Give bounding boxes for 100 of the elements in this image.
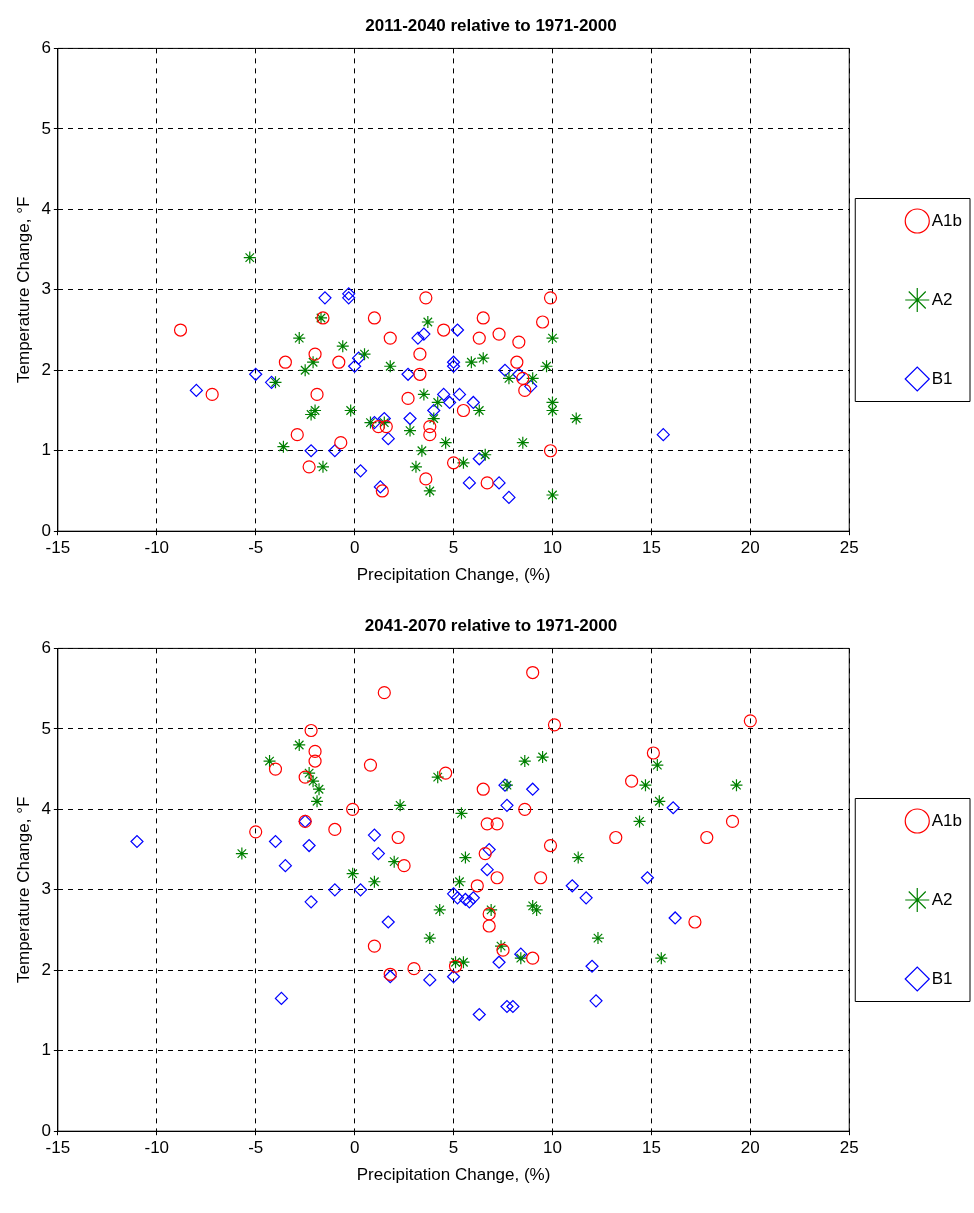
- point: [312, 782, 326, 796]
- point: [472, 1007, 486, 1022]
- point: [431, 395, 445, 410]
- point: [437, 387, 451, 402]
- point: [569, 411, 583, 426]
- point: [476, 351, 490, 365]
- point: [609, 830, 623, 845]
- point: [452, 387, 467, 402]
- point: [502, 371, 516, 385]
- x-tick-label: 5: [448, 1138, 459, 1158]
- x-tick-label: 10: [543, 538, 562, 558]
- point: [304, 444, 318, 458]
- point: [383, 331, 397, 345]
- point: [496, 943, 510, 957]
- point: [518, 802, 532, 816]
- point: [516, 371, 530, 385]
- point: [456, 403, 471, 418]
- point: [478, 448, 492, 462]
- point: [413, 367, 427, 381]
- point: [401, 367, 415, 381]
- point: [411, 331, 425, 345]
- point: [423, 484, 437, 498]
- point: [743, 714, 757, 728]
- y-axis-title: Temperature Change, °F: [13, 196, 33, 383]
- point: [367, 875, 382, 889]
- point: [446, 887, 461, 901]
- point: [480, 817, 494, 831]
- point: [249, 367, 263, 381]
- point: [407, 962, 421, 976]
- point: [585, 959, 599, 973]
- x-tick-label: 10: [543, 1138, 562, 1158]
- point: [367, 311, 382, 325]
- point: [476, 782, 490, 796]
- point: [310, 794, 324, 808]
- point: [492, 955, 506, 969]
- point: [534, 871, 548, 885]
- point: [357, 347, 372, 361]
- point: [308, 403, 322, 418]
- point: [353, 883, 368, 897]
- point: [439, 436, 453, 450]
- x-tick-label: 25: [839, 538, 859, 558]
- point: [276, 440, 290, 454]
- point: [516, 436, 530, 450]
- point: [302, 460, 316, 474]
- y-tick-label: 5: [41, 118, 51, 138]
- point: [500, 999, 514, 1014]
- x-tick-label: -5: [248, 1138, 264, 1158]
- chart-title: 2011-2040 relative to 1971-2000: [365, 15, 617, 35]
- x-tick-label: 5: [448, 538, 459, 558]
- point: [304, 895, 318, 909]
- y-tick-label: 0: [41, 1120, 51, 1140]
- point: [446, 359, 461, 373]
- point: [625, 774, 639, 788]
- point: [308, 347, 322, 361]
- point: [268, 375, 283, 389]
- x-tick-label: -15: [45, 1138, 71, 1158]
- point: [377, 686, 391, 700]
- point: [363, 758, 378, 772]
- point: [476, 311, 490, 325]
- point: [462, 895, 476, 909]
- point: [526, 665, 540, 680]
- point: [387, 855, 401, 869]
- point: [462, 476, 476, 490]
- point: [292, 738, 306, 752]
- point: [344, 403, 358, 418]
- point: [478, 846, 492, 861]
- point: [512, 367, 526, 381]
- point: [494, 939, 508, 953]
- point: [328, 444, 342, 458]
- point: [480, 863, 494, 877]
- point: [591, 931, 605, 945]
- point: [450, 323, 465, 337]
- point: [308, 744, 322, 758]
- point: [502, 490, 516, 504]
- x-tick-label: 20: [740, 1138, 760, 1158]
- point: [336, 339, 350, 353]
- x-tick-label: -5: [248, 538, 264, 558]
- point: [443, 395, 457, 410]
- point: [506, 999, 520, 1014]
- y-tick-label: 5: [41, 718, 51, 738]
- point: [640, 871, 655, 885]
- point: [439, 766, 453, 780]
- point: [310, 387, 324, 402]
- point: [383, 359, 397, 373]
- point: [472, 452, 486, 466]
- legend-label: A2: [931, 289, 953, 309]
- point: [417, 387, 431, 402]
- x-axis-title: Precipitation Change, (%): [356, 565, 551, 585]
- point: [419, 291, 433, 305]
- point: [304, 407, 318, 422]
- y-tick-label: 4: [41, 799, 51, 819]
- legend-label: B1: [931, 368, 953, 388]
- point: [318, 291, 332, 305]
- x-tick-label: 0: [349, 1138, 360, 1158]
- point: [545, 395, 560, 410]
- point: [381, 432, 395, 446]
- point: [518, 383, 532, 397]
- point: [292, 331, 306, 345]
- point: [464, 355, 478, 369]
- point: [526, 899, 540, 913]
